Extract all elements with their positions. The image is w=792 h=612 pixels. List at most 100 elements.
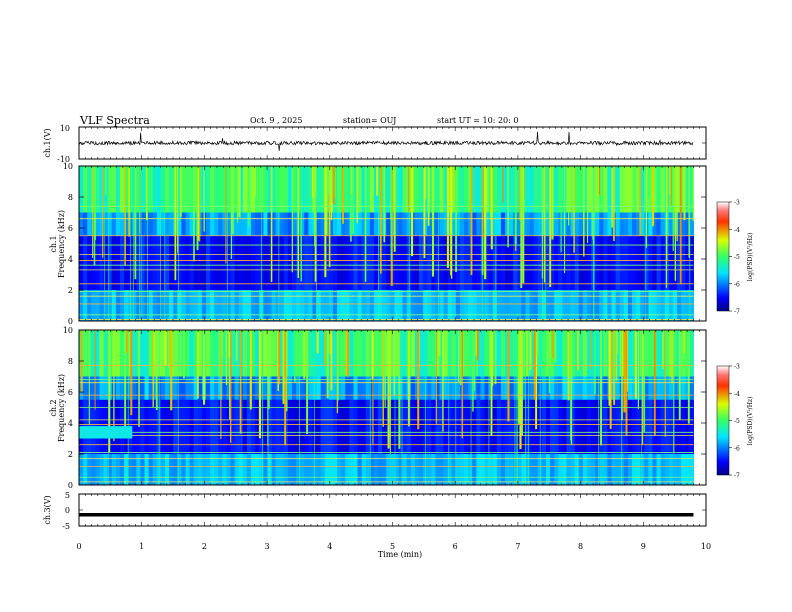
spectrogram-cell (222, 166, 227, 213)
spectrogram-cell (382, 235, 387, 290)
spectrogram-cell (410, 454, 416, 485)
spectrogram-cell (427, 235, 432, 290)
spectrogram-cell (386, 166, 391, 213)
spectrogram-cell (95, 330, 100, 377)
spectrogram-cell (566, 290, 572, 321)
spectrogram-cell (197, 290, 203, 321)
spectrogram-cell (160, 399, 166, 454)
spectrogram-cell (529, 290, 535, 321)
spectrogram-cell (140, 212, 146, 236)
spectrogram-cell (455, 212, 461, 236)
spectrogram-cell (447, 166, 453, 213)
spectrogram-cell (410, 399, 416, 454)
spectrogram-cell (193, 212, 199, 236)
spectrogram-cell (664, 399, 670, 454)
spectrogram-cell (136, 454, 141, 485)
spectrogram-cell (488, 454, 494, 485)
spectrogram-cell (443, 212, 449, 236)
spectrogram-cell (476, 212, 481, 236)
spectrogram-cell (205, 235, 211, 290)
spectrogram-cell (660, 212, 666, 236)
spectrogram-cell (148, 235, 154, 290)
spectrogram-cell (234, 235, 240, 290)
spectrogram-cell (365, 212, 371, 236)
spectrogram-cell (623, 454, 629, 485)
spectrogram-cell (402, 399, 408, 454)
spectrogram-cell (320, 235, 326, 290)
spectrogram-cell (119, 376, 125, 400)
spectrogram-cell (464, 166, 469, 213)
spectrogram-cell (492, 399, 498, 454)
spectrogram-cell (115, 454, 121, 485)
spectrogram-cell (156, 235, 162, 290)
spectrogram-cell (599, 454, 604, 485)
spectrogram-cell (107, 454, 113, 485)
spectrogram-cell (87, 235, 92, 290)
spectrogram-cell (533, 290, 539, 321)
spectrogram-cell (451, 376, 457, 400)
spectrogram-cell (365, 376, 371, 400)
spectrogram-cell (160, 290, 166, 321)
spectrogram-cell (369, 399, 375, 454)
spectrogram-cell (447, 399, 453, 454)
spectrogram-cell (505, 330, 510, 377)
spectrogram-cell (685, 330, 690, 377)
spectrogram-cell (660, 290, 666, 321)
spectrogram-cell (332, 212, 338, 236)
spectrogram-cell (525, 330, 531, 377)
spectrogram-cell (287, 166, 293, 213)
ch2-emission-block (79, 426, 133, 439)
ch1-ylabel: ch.1(V) (43, 128, 52, 157)
spectrogram-cell (451, 166, 457, 213)
spectrogram-cell (435, 399, 440, 454)
spectrogram-cell (558, 399, 563, 454)
spectrogram-cell (193, 376, 199, 400)
spectrogram-cell (255, 235, 260, 290)
spectrogram-cell (238, 212, 244, 236)
spectrogram-cell (468, 235, 473, 290)
spectrogram-cell (398, 330, 404, 377)
spectrogram-cell (636, 166, 641, 213)
spectrogram-cell (119, 290, 125, 321)
spectrogram-cell (119, 330, 125, 377)
spectrogram-cell (627, 290, 633, 321)
spectrogram-cell (218, 235, 223, 290)
spectrogram-cell (664, 330, 670, 377)
spectrogram-cell (681, 166, 686, 213)
spectrogram-cell (287, 330, 293, 377)
spectrogram-cell (115, 330, 121, 377)
spectrogram-cell (292, 290, 297, 321)
freq-tick-10: 10 (63, 326, 73, 335)
spectrogram-cell (287, 399, 293, 454)
spectrogram-cell (541, 454, 547, 485)
spectrogram-cell (668, 212, 674, 236)
spectrogram-cell (640, 212, 645, 236)
spectrogram-cell (521, 399, 527, 454)
spectrogram-cell (443, 290, 449, 321)
spectrogram-cell (664, 454, 670, 485)
spectrogram-cell (648, 399, 653, 454)
spectrogram-cell (619, 212, 625, 236)
spectrogram-cell (652, 212, 658, 236)
spectrogram-cell (103, 290, 109, 321)
spectrogram-cell (484, 212, 490, 236)
spectrogram-cell (304, 212, 309, 236)
spectrogram-cell (205, 290, 211, 321)
spectrogram-cell (205, 166, 211, 213)
spectrogram-cell (283, 235, 289, 290)
spectrogram-cell (119, 212, 125, 236)
spectrogram-cell (136, 212, 141, 236)
spectrogram-cell (337, 212, 342, 236)
spectrogram-cell (685, 235, 690, 290)
spectrogram-cell (558, 290, 563, 321)
spectrogram-cell (660, 376, 666, 400)
spectrogram-cell (140, 290, 146, 321)
spectrogram-cell (119, 454, 125, 485)
spectrogram-cell (152, 454, 158, 485)
spectrogram-cell (386, 290, 391, 321)
spectrogram-cell (259, 454, 264, 485)
spectrogram-cell (255, 166, 260, 213)
spectrogram-cell (234, 212, 240, 236)
x-tick-label-2: 2 (202, 542, 207, 551)
spectrogram-cell (320, 166, 326, 213)
